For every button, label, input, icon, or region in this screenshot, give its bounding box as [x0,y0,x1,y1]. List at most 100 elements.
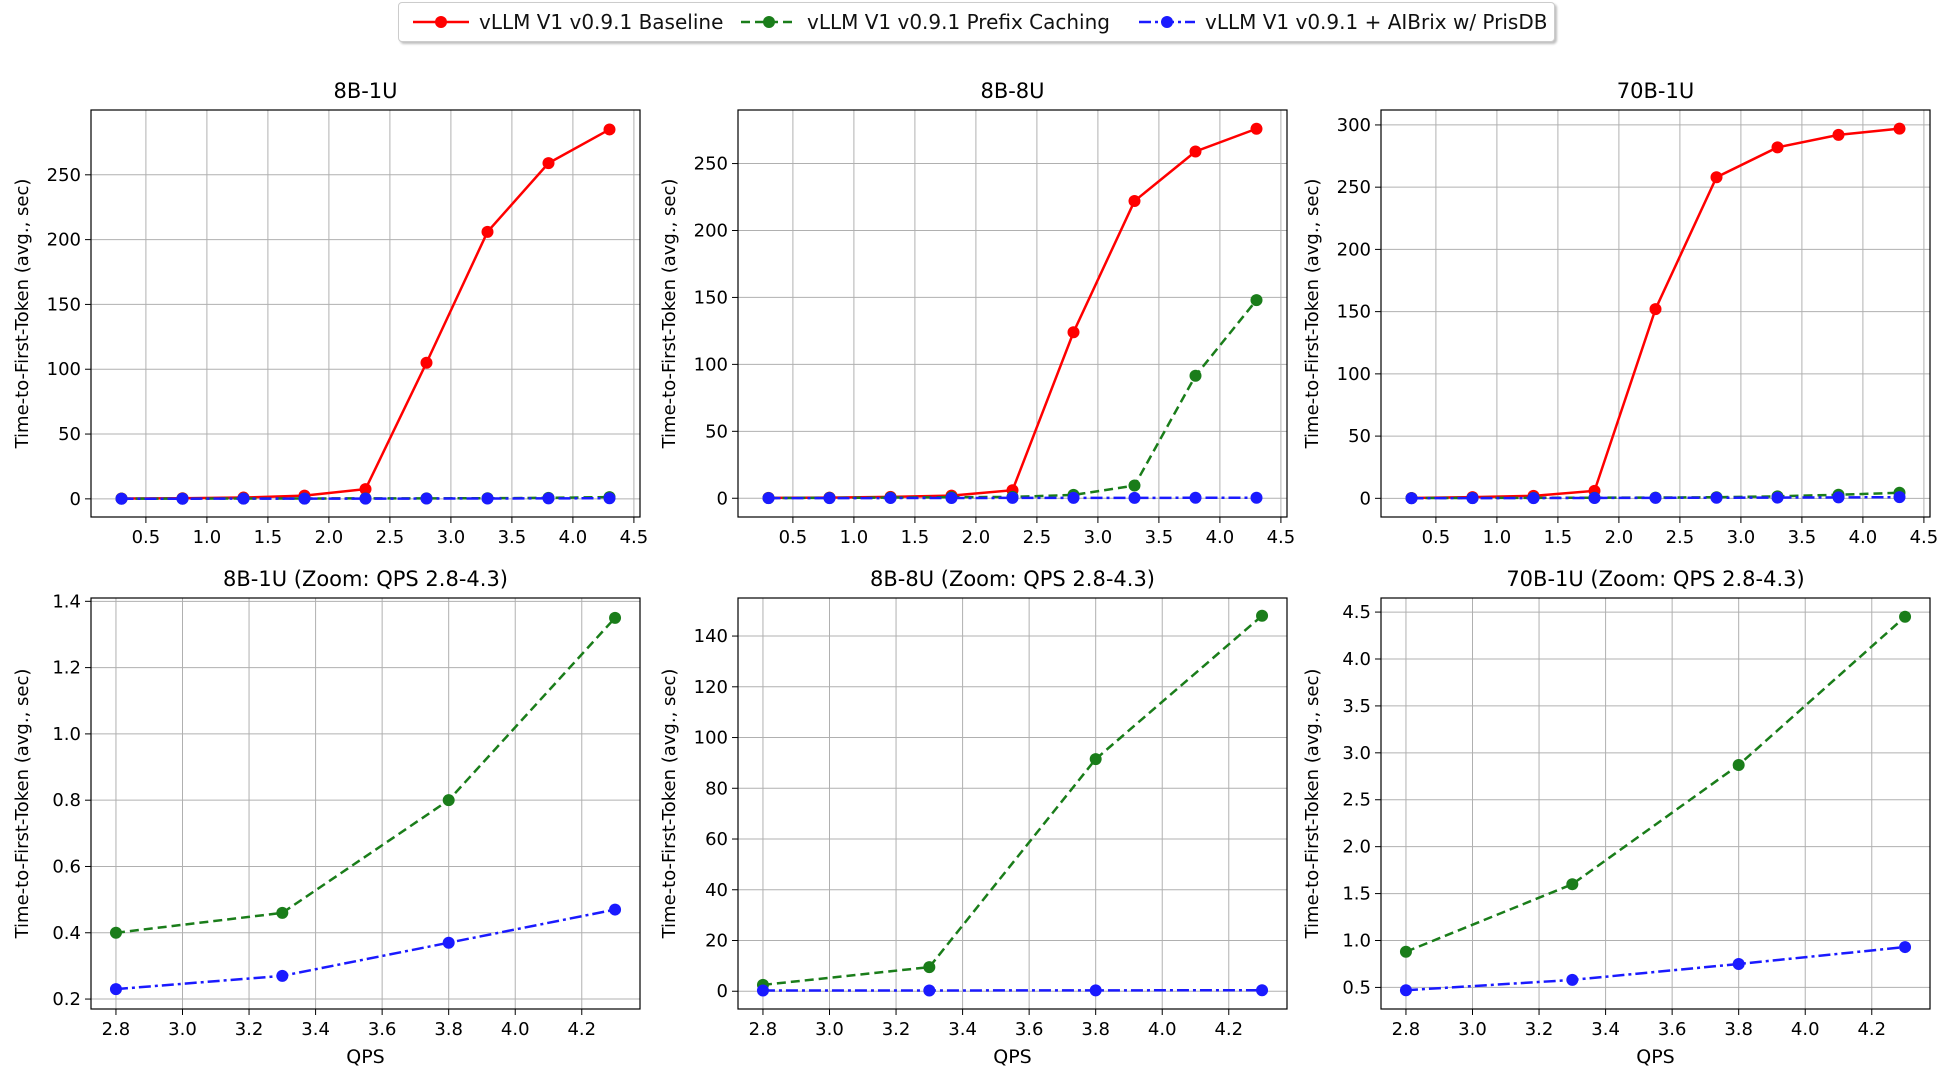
y-tick-label: 60 [705,829,728,850]
x-tick-label: 3.5 [1788,527,1817,548]
y-tick-label: 1.0 [1342,931,1371,952]
data-point-vllm-v1-v0-9-1-baseline [603,123,616,136]
series-line-vllm-v1-v0-9-1-aibrix-w-prisdb [1405,945,1906,992]
x-tick-label: 3.0 [1727,527,1756,548]
x-tick-label: 3.6 [1015,1019,1044,1040]
data-point-vllm-v1-v0-9-1-prefix-caching [276,906,289,919]
series-line-vllm-v1-v0-9-1-prefix-caching [1405,615,1906,953]
legend-item-prefix-caching: vLLM V1 v0.9.1 Prefix Caching [741,3,1110,41]
data-point-vllm-v1-v0-9-1-baseline [1710,171,1723,184]
x-tick-label: 4.2 [1214,1019,1243,1040]
x-tick-label: 2.8 [749,1019,778,1040]
y-tick-label: 2.0 [1342,837,1371,858]
x-tick-label: 2.5 [376,527,405,548]
y-tick-label: 0.2 [52,989,81,1010]
x-tick-label: 3.6 [368,1019,397,1040]
chart-panel-70b-1u: 0.5 1.0 1.5 2.0 2.5 3.0 3.5 4.0 4.5 0 50 100 150 200 2… [1302,79,1938,548]
x-tick-label: 0.5 [1422,527,1451,548]
y-axis-label: Time-to-First-Token (avg., sec) [12,179,33,450]
legend-item-baseline: vLLM V1 v0.9.1 Baseline [413,3,723,41]
data-point-vllm-v1-v0-9-1-aibrix-w-prisdb [945,491,958,504]
x-tick-label: 1.5 [254,527,283,548]
x-tick-label: 2.8 [1392,1019,1421,1040]
y-tick-label: 4.0 [1342,649,1371,670]
y-tick-label: 0.4 [52,923,81,944]
series-line-vllm-v1-v0-9-1-baseline [121,128,611,500]
chart-title: 70B-1U (Zoom: QPS 2.8-4.3) [1506,567,1804,591]
data-point-vllm-v1-v0-9-1-aibrix-w-prisdb [276,969,289,982]
data-point-vllm-v1-v0-9-1-aibrix-w-prisdb [442,936,455,949]
x-axis-label: QPS [993,1046,1031,1068]
y-tick-label: 120 [694,677,728,698]
data-point-vllm-v1-v0-9-1-aibrix-w-prisdb [1399,984,1412,997]
y-tick-label: 0 [1360,488,1371,509]
x-tick-label: 4.0 [501,1019,530,1040]
x-tick-label: 1.5 [1544,527,1573,548]
data-point-vllm-v1-v0-9-1-aibrix-w-prisdb [1527,492,1540,505]
data-point-vllm-v1-v0-9-1-prefix-caching [109,926,122,939]
x-tick-label: 4.2 [1857,1019,1886,1040]
data-point-vllm-v1-v0-9-1-prefix-caching [1189,369,1202,382]
data-point-vllm-v1-v0-9-1-prefix-caching [1732,759,1745,772]
x-tick-label: 4.0 [1849,527,1878,548]
legend-label-baseline: vLLM V1 v0.9.1 Baseline [479,10,724,34]
x-axis-label: QPS [1636,1046,1674,1068]
y-tick-label: 250 [1337,177,1371,198]
y-axis-label: Time-to-First-Token (avg., sec) [1302,669,1323,940]
x-tick-label: 3.2 [1525,1019,1554,1040]
x-tick-label: 3.8 [434,1019,463,1040]
y-tick-label: 150 [47,294,81,315]
data-point-vllm-v1-v0-9-1-aibrix-w-prisdb [1250,491,1263,504]
y-axis-label: Time-to-First-Token (avg., sec) [659,669,680,940]
chart-panel-8b-8u-zoom-qps-2-8-4-3: 2.8 3.0 3.2 3.4 3.6 3.8 4.0 4.2 0 20 40 60 80 100 120 1… [659,567,1288,1068]
y-tick-label: 250 [694,154,728,175]
data-point-vllm-v1-v0-9-1-prefix-caching [1899,610,1912,623]
data-point-vllm-v1-v0-9-1-aibrix-w-prisdb [237,492,250,505]
data-point-vllm-v1-v0-9-1-aibrix-w-prisdb [1067,491,1080,504]
data-point-vllm-v1-v0-9-1-baseline [359,483,372,496]
x-tick-label: 1.5 [901,527,930,548]
data-point-vllm-v1-v0-9-1-aibrix-w-prisdb [1466,492,1479,505]
data-point-vllm-v1-v0-9-1-baseline [1067,326,1080,339]
y-tick-label: 50 [58,424,81,445]
y-tick-label: 0 [717,488,728,509]
legend-item-aibrix: vLLM V1 v0.9.1 + AIBrix w/ PrisDB [1139,3,1547,41]
y-axis-label: Time-to-First-Token (avg., sec) [659,179,680,450]
data-point-vllm-v1-v0-9-1-aibrix-w-prisdb [1732,957,1745,970]
x-tick-label: 3.8 [1081,1019,1110,1040]
y-tick-label: 0.8 [52,790,81,811]
y-tick-label: 140 [694,626,728,647]
data-point-vllm-v1-v0-9-1-baseline [1832,128,1845,141]
data-point-vllm-v1-v0-9-1-aibrix-w-prisdb [1893,491,1906,504]
data-point-vllm-v1-v0-9-1-prefix-caching [1566,878,1579,891]
data-point-vllm-v1-v0-9-1-prefix-caching [1089,753,1102,766]
x-tick-label: 4.0 [1206,527,1235,548]
x-tick-label: 3.4 [1591,1019,1620,1040]
data-point-vllm-v1-v0-9-1-aibrix-w-prisdb [542,492,555,505]
y-tick-label: 3.0 [1342,743,1371,764]
y-tick-label: 200 [47,230,81,251]
y-tick-label: 150 [1337,302,1371,323]
legend-swatch-prefix-caching [741,16,797,28]
data-point-vllm-v1-v0-9-1-aibrix-w-prisdb [762,492,775,505]
plot-frame [1380,109,1931,518]
data-point-vllm-v1-v0-9-1-aibrix-w-prisdb [481,492,494,505]
x-tick-label: 4.0 [1148,1019,1177,1040]
x-tick-label: 3.4 [301,1019,330,1040]
data-point-vllm-v1-v0-9-1-aibrix-w-prisdb [1710,491,1723,504]
data-point-vllm-v1-v0-9-1-aibrix-w-prisdb [1588,491,1601,504]
data-point-vllm-v1-v0-9-1-aibrix-w-prisdb [1006,491,1019,504]
x-tick-label: 4.2 [567,1019,596,1040]
data-point-vllm-v1-v0-9-1-aibrix-w-prisdb [115,492,128,505]
data-point-vllm-v1-v0-9-1-baseline [481,225,494,238]
chart-title: 8B-8U (Zoom: QPS 2.8-4.3) [870,567,1155,591]
y-tick-label: 200 [694,220,728,241]
data-point-vllm-v1-v0-9-1-prefix-caching [609,611,622,624]
data-point-vllm-v1-v0-9-1-aibrix-w-prisdb [1405,492,1418,505]
data-point-vllm-v1-v0-9-1-baseline [420,356,433,369]
chart-panel-8b-1u-zoom-qps-2-8-4-3: 2.8 3.0 3.2 3.4 3.6 3.8 4.0 4.2 0.2 0.4 0.6 0.8 1.0 1… [12,567,641,1068]
data-point-vllm-v1-v0-9-1-aibrix-w-prisdb [1566,973,1579,986]
data-point-vllm-v1-v0-9-1-prefix-caching [442,794,455,807]
data-point-vllm-v1-v0-9-1-prefix-caching [1250,294,1263,307]
